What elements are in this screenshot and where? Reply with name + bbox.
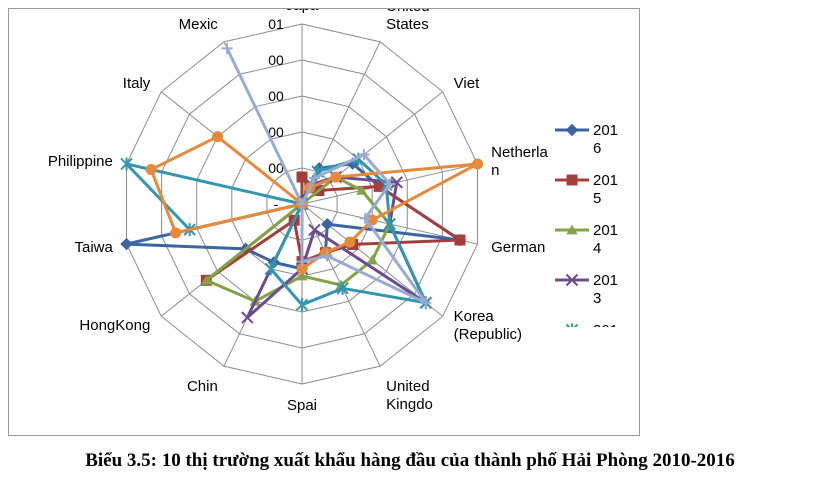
data-point [308, 172, 320, 184]
data-point [241, 311, 254, 324]
category-label: Netherla n [491, 144, 548, 179]
tick-label: 00 [268, 160, 284, 176]
tick-label: - [274, 196, 279, 212]
data-point [471, 158, 483, 170]
data-point [373, 180, 385, 192]
data-point [420, 297, 432, 309]
tick-label: 00 [268, 88, 284, 104]
data-point [120, 157, 133, 171]
category-label: United Kingdo [386, 378, 433, 413]
legend-label: 201 5 [593, 172, 618, 207]
data-point [170, 227, 182, 239]
data-point [454, 234, 466, 246]
legend-label: 201 3 [593, 272, 618, 307]
data-point [308, 223, 321, 237]
category-label: UnitedStates [386, 9, 429, 33]
data-point [296, 256, 308, 268]
data-point [296, 171, 308, 183]
data-point [120, 237, 133, 251]
legend-swatch-marker [565, 123, 579, 137]
legend: 201 6 201 5 201 4 201 3 201 2 201 3 201 [555, 122, 618, 437]
tick-label: 00 [268, 124, 284, 140]
category-label: Chin [187, 378, 218, 395]
category-label: German [491, 239, 545, 256]
chart-frame: - 00 00 00 00 01Japa UnitedStates Viet Netherlan… [8, 8, 640, 436]
legend-swatch-marker [566, 174, 578, 186]
category-label: Viet [454, 75, 480, 92]
category-label: Mexic [179, 16, 219, 33]
data-point [212, 131, 224, 143]
data-point [321, 217, 334, 231]
series-line [225, 46, 428, 305]
category-label: Taiwa [75, 239, 114, 256]
series-line [204, 175, 392, 303]
legend-swatch-marker [567, 425, 578, 436]
legend-swatch-marker [566, 224, 578, 235]
data-point [390, 176, 403, 189]
data-point [321, 250, 333, 262]
data-point [200, 274, 212, 285]
data-point [296, 263, 308, 275]
category-label: Korea (Republic) [454, 308, 522, 343]
category-label: Spai [287, 397, 317, 414]
tick-label: 00 [268, 52, 284, 68]
data-point [264, 262, 277, 276]
data-point [145, 164, 157, 176]
data-point [344, 236, 356, 248]
data-point [336, 281, 349, 295]
category-label: Japa [286, 9, 319, 14]
data-point [296, 198, 308, 210]
legend-swatch-marker [567, 375, 578, 386]
data-point [295, 298, 309, 312]
data-point [358, 149, 370, 161]
legend-label: 201 4 [593, 222, 618, 257]
data-point [384, 178, 396, 190]
legend-label: 201 3 [593, 372, 618, 407]
data-point [366, 254, 378, 265]
tick-label: 01 [268, 16, 284, 32]
data-point [383, 217, 396, 231]
category-label: HongKong [79, 317, 150, 334]
data-point [356, 184, 368, 195]
legend-swatch-marker [565, 323, 579, 327]
radar-chart: - 00 00 00 00 01Japa UnitedStates Viet Netherlan… [48, 9, 618, 437]
legend-label: 201 2 [593, 322, 618, 357]
data-point [296, 270, 308, 281]
legend-swatch-marker [565, 273, 579, 287]
legend-label: 201 [593, 422, 618, 437]
category-label: Philippine [48, 153, 113, 170]
series-line [149, 135, 479, 271]
legend-label: 201 6 [593, 122, 618, 157]
data-point [359, 212, 371, 224]
data-point [221, 42, 233, 54]
category-label: Italy [123, 75, 151, 92]
data-point [330, 171, 342, 183]
figure-caption: Biểu 3.5: 10 thị trường xuất khẩu hàng đ… [85, 450, 735, 471]
